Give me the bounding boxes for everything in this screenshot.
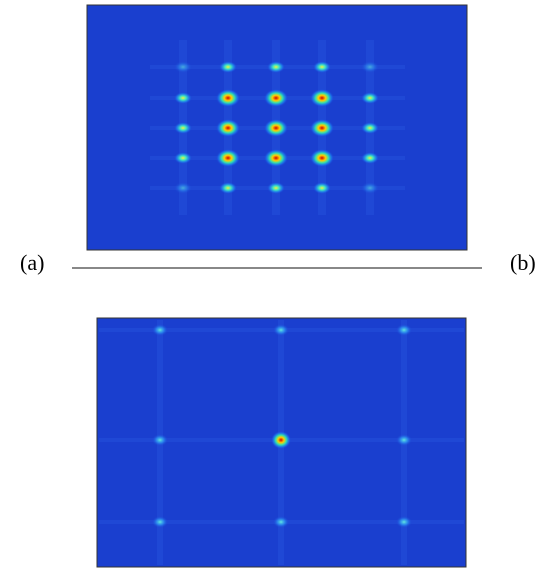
speckle	[219, 61, 237, 73]
speckle	[310, 89, 334, 107]
speckle	[267, 61, 285, 73]
speckle	[216, 89, 240, 107]
speckle	[267, 182, 285, 194]
speckle	[174, 61, 192, 73]
speckle	[152, 516, 168, 528]
speckle	[313, 61, 331, 73]
speckle	[396, 434, 412, 446]
speckle	[361, 182, 379, 194]
speckle	[273, 516, 289, 528]
speckle	[174, 92, 192, 104]
speckle	[174, 152, 192, 164]
speckle	[361, 122, 379, 134]
speckle	[174, 182, 192, 194]
speckle	[264, 119, 288, 137]
speckle	[310, 119, 334, 137]
speckle	[152, 324, 168, 336]
speckle	[216, 149, 240, 167]
speckle	[216, 119, 240, 137]
panel-label: (b)	[510, 250, 536, 275]
speckle	[264, 89, 288, 107]
speckle	[152, 434, 168, 446]
speckle	[361, 152, 379, 164]
speckle	[396, 324, 412, 336]
speckle	[271, 431, 291, 449]
speckle	[396, 516, 412, 528]
speckle	[264, 149, 288, 167]
speckle	[273, 324, 289, 336]
speckle	[219, 182, 237, 194]
speckle	[310, 149, 334, 167]
speckle	[361, 61, 379, 73]
speckle	[361, 92, 379, 104]
speckle	[174, 122, 192, 134]
panel-label: (a)	[20, 250, 44, 275]
speckle	[313, 182, 331, 194]
